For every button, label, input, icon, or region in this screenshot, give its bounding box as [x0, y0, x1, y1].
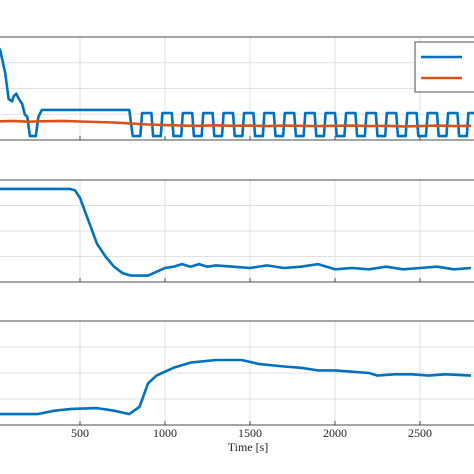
x-tick-label: 2000 — [323, 426, 347, 440]
axes-frame — [0, 320, 474, 426]
axes — [0, 36, 474, 141]
x-tick-label: 2500 — [408, 426, 432, 440]
axes-frame — [0, 179, 474, 283]
x-axis-label: Time [s] — [228, 440, 269, 454]
x-tick-label: 500 — [71, 426, 89, 440]
line — [0, 119, 472, 128]
legend-box — [414, 41, 474, 93]
line — [0, 187, 472, 277]
line — [0, 358, 472, 416]
axes: 500 1000 1500 2000 2500 Time [s] — [0, 320, 474, 454]
x-tick-label: 1500 — [238, 426, 262, 440]
line — [0, 47, 474, 138]
axes — [0, 179, 474, 283]
axes-frame — [0, 36, 474, 141]
x-tick-label: 1000 — [153, 426, 177, 440]
